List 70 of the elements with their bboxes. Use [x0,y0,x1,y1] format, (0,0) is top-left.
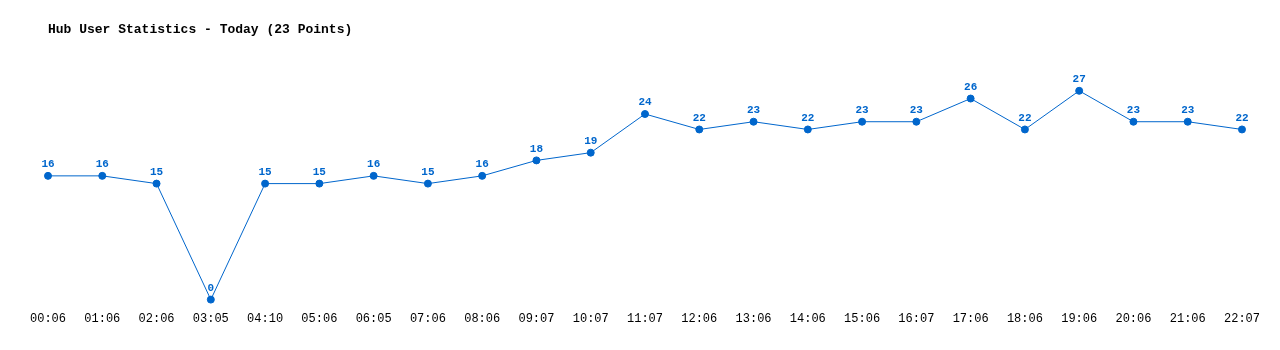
data-label: 27 [1072,73,1086,86]
x-tick-label: 00:06 [29,311,67,326]
data-label: 23 [746,104,761,116]
chart-title: Hub User Statistics - Today (23 Points) [48,22,353,38]
data-label: 15 [421,165,435,178]
x-tick-label: 16:07 [898,311,935,326]
x-tick-label: 01:06 [84,311,121,326]
data-label: 24 [638,96,652,109]
x-tick-label: 14:06 [789,311,826,326]
x-tick-label: 05:06 [301,311,338,326]
point [1020,125,1029,134]
data-label: 15 [258,165,273,178]
point [858,117,867,126]
x-tick-label: 08:06 [464,311,501,326]
x-tick-label: 10:07 [572,311,609,326]
point [532,156,541,165]
x-tick-label: 20:06 [1115,311,1152,326]
data-label: 22 [1235,111,1249,124]
data-label: 0 [207,281,215,294]
x-tick-label: 13:06 [735,311,772,326]
x-tick-label: 17:06 [952,311,989,326]
point [152,179,161,188]
x-tick-label: 07:06 [409,311,446,326]
data-label: 22 [801,111,815,124]
x-tick-label: 03:05 [192,311,229,326]
x-tick-label: 22:07 [1223,311,1260,326]
x-tick-label: 04:10 [247,311,284,326]
point [803,125,812,134]
point [44,171,52,180]
data-label: 19 [584,134,598,147]
data-label: 26 [964,80,978,93]
point [641,110,649,118]
point [1238,125,1246,134]
point [695,125,704,134]
data-label: 22 [1018,111,1032,124]
data-label: 23 [1181,104,1195,116]
data-label: 15 [149,165,164,178]
point [912,117,921,126]
x-tick-label: 15:06 [844,311,881,326]
data-label: 23 [909,104,924,116]
x-tick-label: 06:05 [355,311,392,326]
x-tick-label: 02:06 [138,311,175,326]
data-label: 18 [529,142,544,155]
x-tick-label: 09:07 [518,311,555,326]
point [423,179,432,188]
point [1129,117,1138,126]
x-tick-label: 11:07 [626,311,664,326]
data-label: 16 [367,158,381,171]
x-tick-label: 12:06 [681,311,718,326]
point [261,179,270,188]
point [586,148,595,157]
point [1183,117,1192,126]
point [315,179,324,188]
point [1075,86,1084,95]
data-label: 15 [312,165,327,178]
x-tick-label: 19:06 [1061,311,1098,326]
x-tick-label: 18:06 [1006,311,1043,326]
point [98,171,107,180]
data-label: 16 [41,158,55,171]
data-label: 16 [475,158,489,171]
data-label: 16 [95,158,109,171]
point [478,171,487,180]
point [369,171,378,180]
x-tick-label: 21:06 [1169,311,1206,326]
point [206,295,215,304]
data-label: 23 [1126,104,1141,116]
point [749,117,758,126]
data-label: 22 [692,111,706,124]
point [966,94,975,103]
data-label: 23 [855,104,870,116]
